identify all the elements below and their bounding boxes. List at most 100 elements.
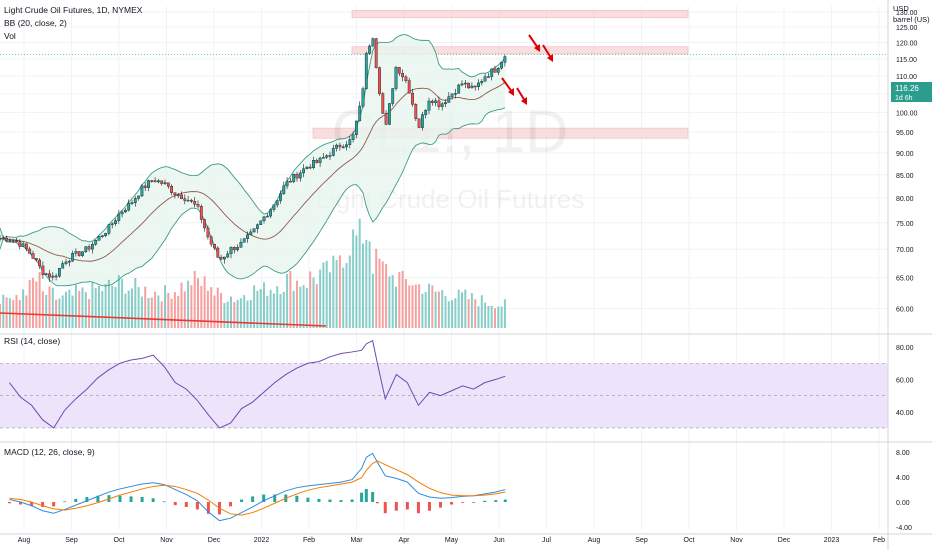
candle-body xyxy=(312,160,315,168)
candle-body xyxy=(345,144,348,148)
volume-bar xyxy=(497,306,500,328)
legend-macd: MACD (12, 26, close, 9) xyxy=(4,447,95,457)
price-tick-label: 110.00 xyxy=(896,74,917,81)
volume-bar xyxy=(249,299,252,328)
volume-bar xyxy=(81,287,84,328)
macd-hist-bar xyxy=(184,502,188,507)
price-tick-label: 120.00 xyxy=(896,41,918,48)
candle-body xyxy=(242,238,246,243)
candle-body xyxy=(176,194,180,197)
candle-body xyxy=(58,267,61,277)
volume-bar xyxy=(246,300,249,328)
volume-bar xyxy=(45,294,48,328)
candle-body xyxy=(156,180,160,183)
price-tick-label: 95.00 xyxy=(896,130,914,137)
volume-bar xyxy=(101,291,104,328)
volume-bar xyxy=(362,243,364,328)
volume-bar xyxy=(441,290,444,328)
volume-bar xyxy=(177,296,180,328)
candle-body xyxy=(209,236,213,245)
volume-bar xyxy=(68,289,71,328)
candle-body xyxy=(305,166,309,169)
volume-bar xyxy=(236,299,239,328)
candle-body xyxy=(259,220,263,225)
volume-bar xyxy=(32,277,34,328)
candle-body xyxy=(487,76,490,78)
volume-bar xyxy=(296,280,298,328)
price-zone xyxy=(351,46,689,55)
volume-bar xyxy=(444,296,447,328)
volume-bar xyxy=(411,285,414,328)
trendline[interactable] xyxy=(0,312,327,327)
candle-body xyxy=(457,84,461,94)
volume-bar xyxy=(467,299,470,328)
candle-body xyxy=(28,248,32,254)
down-arrow-head xyxy=(508,88,514,96)
countdown: 1d 6h xyxy=(895,95,913,102)
price-tick-label: 125.00 xyxy=(896,25,918,32)
candle-body xyxy=(140,185,144,197)
volume-bar xyxy=(454,298,457,328)
candle-body xyxy=(54,275,58,278)
price-tick-label: 70.00 xyxy=(896,247,914,254)
last-price-label[interactable]: 116.26 1d 6h xyxy=(891,82,932,102)
axis-currency: USD xyxy=(893,4,909,13)
candle-body xyxy=(34,258,38,261)
volume-bar xyxy=(259,288,262,328)
candle-body xyxy=(48,273,51,278)
price-tick-label: 65.00 xyxy=(896,276,914,283)
candle-body xyxy=(331,148,335,156)
rsi-tick-label: 40.00 xyxy=(896,410,914,417)
annotation-arrows[interactable] xyxy=(501,34,553,105)
volume-bar xyxy=(315,284,318,328)
volume-bar xyxy=(187,280,190,328)
volume-bar xyxy=(292,290,295,328)
volume-bar xyxy=(203,276,206,328)
x-tick-label: May xyxy=(445,537,459,544)
macd-hist-bar xyxy=(317,498,321,502)
macd-hist-bar xyxy=(503,499,507,502)
volume-bar xyxy=(131,288,133,328)
candle-body xyxy=(341,146,345,149)
macd-hist-bar xyxy=(52,502,56,507)
volume-bar xyxy=(226,301,229,328)
volume-bar xyxy=(358,218,361,328)
volume-bar xyxy=(167,292,170,328)
candle-body xyxy=(199,206,203,220)
x-tick-label: Aug xyxy=(18,537,31,544)
volume-bar xyxy=(170,298,173,328)
candle-body xyxy=(338,144,342,148)
candle-body xyxy=(427,100,431,111)
candle-body xyxy=(295,174,299,179)
volume-bar xyxy=(338,255,341,328)
watermark-name: Light Crude Oil Futures xyxy=(316,184,585,214)
candle-body xyxy=(434,100,437,103)
candle-body xyxy=(180,194,183,199)
x-tick-label: Dec xyxy=(778,537,791,544)
price-zone xyxy=(312,127,689,139)
macd-hist-bar xyxy=(7,502,11,504)
candle-body xyxy=(123,210,127,213)
candle-body xyxy=(473,85,477,88)
volume-bar xyxy=(22,289,25,328)
candle-body xyxy=(120,211,124,215)
candle-body xyxy=(216,247,220,258)
candle-body xyxy=(81,251,84,256)
macd-hist-bar xyxy=(162,501,166,503)
candle-body xyxy=(153,180,157,183)
volume-bar xyxy=(200,285,203,328)
candle-body xyxy=(378,67,381,94)
volume-bar xyxy=(111,285,114,328)
candle-body xyxy=(104,233,108,236)
volume-bar xyxy=(487,305,490,328)
candle-body xyxy=(41,265,45,276)
price-tick-label: 130.00 xyxy=(896,10,918,17)
candle-body xyxy=(189,199,193,202)
candle-body xyxy=(44,273,48,276)
candle-body xyxy=(15,240,18,242)
volume-bar xyxy=(164,285,166,328)
volume-bar xyxy=(193,270,196,328)
candle-body xyxy=(404,76,408,81)
candle-body xyxy=(84,246,88,252)
